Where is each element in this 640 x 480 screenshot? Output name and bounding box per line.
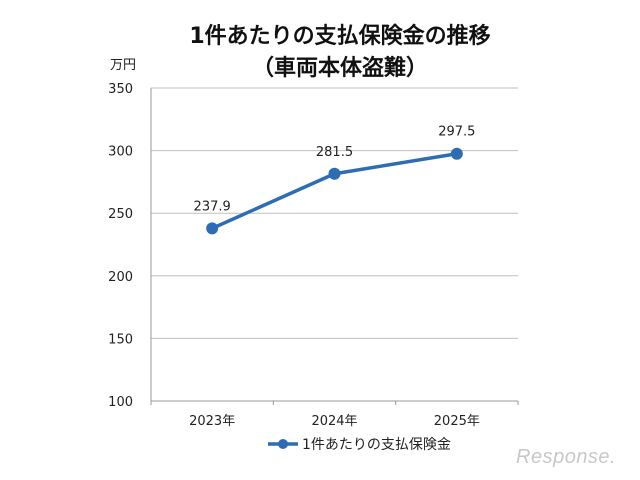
- data-point: [328, 167, 341, 180]
- x-tick-label: 2024年: [311, 414, 357, 429]
- x-tick-label: 2025年: [434, 414, 480, 429]
- y-tick-label: 300: [108, 145, 133, 160]
- data-label: 297.5: [438, 125, 475, 140]
- y-tick-label: 200: [108, 270, 133, 285]
- data-label: 237.9: [194, 199, 231, 214]
- x-tick-label: 2023年: [189, 414, 235, 429]
- y-tick-label: 350: [108, 82, 133, 97]
- data-point: [450, 147, 463, 160]
- y-tick-label: 100: [108, 395, 133, 410]
- data-label: 281.5: [316, 145, 353, 160]
- legend-marker-icon: [278, 439, 288, 449]
- legend-label: 1件あたりの支払保険金: [302, 437, 451, 453]
- chart-title-line2: （車両本体盗難）: [251, 56, 428, 81]
- y-tick-label: 250: [108, 207, 133, 222]
- y-axis-unit: 万円: [110, 58, 137, 73]
- chart-title-line1: 1件あたりの支払保険金の推移: [189, 24, 491, 49]
- series-line: [211, 152, 458, 230]
- response-logo: Response.: [516, 446, 617, 468]
- data-point: [206, 222, 219, 235]
- y-tick-label: 150: [108, 332, 133, 347]
